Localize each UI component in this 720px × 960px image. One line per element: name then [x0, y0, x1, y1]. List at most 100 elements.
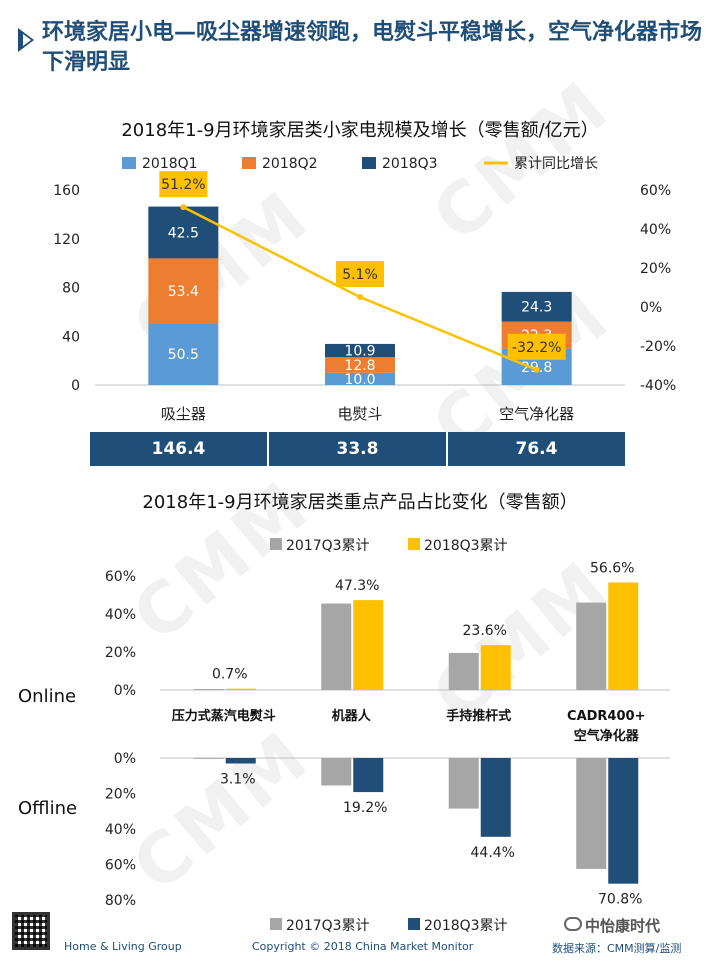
offline-value-label: 70.8%: [598, 892, 642, 908]
y-tick-label: 160: [53, 183, 80, 199]
bar-value-label: 50.5: [168, 347, 199, 363]
legend-swatch: [270, 538, 282, 550]
offline-bar: [225, 758, 256, 764]
arrow-icon: [18, 28, 34, 52]
legend-label: 2018Q2: [262, 156, 318, 172]
legend-label: 2018Q1: [142, 156, 198, 172]
bar-segment: [325, 372, 395, 385]
online-value-label: 23.6%: [463, 623, 507, 639]
offline-bar: [608, 758, 639, 884]
offline-y-tick: 0%: [114, 751, 136, 767]
offline-bar: [193, 758, 224, 759]
online-bar: [448, 652, 479, 690]
offline-value-label: 3.1%: [220, 772, 256, 788]
y2-tick-label: 40%: [640, 222, 671, 238]
y2-tick-label: 60%: [640, 183, 671, 199]
offline-y-tick: 40%: [105, 822, 136, 838]
online-y-tick: 0%: [114, 683, 136, 699]
online-bar: [480, 645, 511, 690]
totals-row: 146.4 33.8 76.4: [90, 432, 625, 466]
legend-swatch: [242, 157, 256, 169]
legend-label: 2018Q3: [382, 156, 438, 172]
bar-segment: [501, 291, 572, 322]
bar-segment: [148, 323, 219, 385]
legend-swatch: [122, 157, 136, 169]
growth-label-box: [159, 171, 208, 198]
offline-value-label: 44.4%: [471, 845, 515, 861]
growth-label: -32.2%: [512, 340, 562, 356]
x-tick-label: 电熨斗: [337, 405, 382, 423]
online-y-tick: 60%: [105, 569, 136, 585]
growth-label-box: [336, 261, 384, 288]
growth-point: [180, 204, 187, 211]
y-tick-label: 80: [62, 281, 80, 297]
brand-name: 中怡康时代: [585, 917, 661, 935]
growth-point: [357, 294, 363, 301]
online-value-label: 0.7%: [212, 667, 248, 683]
chart2-svg: 2017Q3累计 2018Q3累计 0% 20% 40% 60% Online 0.7% 压力式…: [18, 538, 670, 934]
offline-bar: [321, 758, 352, 786]
offline-y-tick: 80%: [105, 893, 136, 909]
chart2-title: 2018年1-9月环境家居类重点产品占比变化（零售额）: [142, 492, 578, 513]
legend-swatch: [408, 538, 420, 550]
bar-value-label: 10.0: [344, 372, 375, 388]
offline-bar: [576, 758, 607, 869]
x-tick-label: 手持推杆式: [446, 708, 511, 724]
bar-segment: [325, 343, 395, 358]
offline-y-tick: 60%: [105, 858, 136, 874]
y2-tick-label: 0%: [640, 300, 662, 316]
x-tick-label: 空气净化器: [499, 405, 574, 423]
x-tick-label: CADR400+: [567, 709, 645, 724]
legend-label: 累计同比增长: [514, 156, 598, 172]
x-tick-label: 空气净化器: [574, 728, 640, 744]
wechat-icon: [564, 917, 582, 931]
qr-code-icon: [12, 912, 50, 950]
legend-swatch: [270, 918, 282, 930]
online-label: Online: [18, 686, 76, 707]
bar-segment: [325, 357, 395, 373]
x-tick-label: 吸尘器: [161, 405, 206, 423]
growth-point: [533, 366, 540, 373]
legend-swatch: [408, 918, 420, 930]
online-bar: [225, 688, 256, 690]
offline-bar: [353, 758, 384, 793]
offline-y-tick: 20%: [105, 787, 136, 803]
offline-bar: [480, 758, 511, 837]
total-cell: 146.4: [90, 432, 269, 466]
online-value-label: 56.6%: [590, 560, 634, 576]
y-tick-label: 120: [53, 232, 80, 248]
x-tick-label: 机器人: [332, 708, 372, 724]
footer-group: Home & Living Group: [64, 940, 182, 953]
footer-copyright: Copyright © 2018 China Market Monitor: [252, 940, 474, 953]
online-bar: [608, 582, 639, 690]
online-bar: [353, 600, 384, 690]
bar-segment: [148, 258, 219, 324]
page-header: 环境家居小电—吸尘器增速领跑，电熨斗平稳增长，空气净化器市场下滑明显: [10, 10, 710, 84]
offline-value-label: 19.2%: [343, 800, 387, 816]
chart1-svg: 2018Q1 2018Q2 2018Q3 累计同比增长 0 40 80 120 160 -40% -…: [53, 156, 676, 423]
bar-segment: [148, 206, 219, 259]
legend-label: 2017Q3累计: [286, 538, 370, 554]
online-bar: [321, 603, 352, 690]
bar-value-label: 12.8: [344, 358, 375, 374]
chart1-title: 2018年1-9月环境家居类小家电规模及增长（零售额/亿元）: [121, 120, 599, 141]
total-cell: 76.4: [448, 432, 625, 466]
online-y-tick: 20%: [105, 645, 136, 661]
y2-tick-label: -40%: [640, 378, 676, 394]
bar-value-label: 10.9: [344, 344, 375, 360]
page-title: 环境家居小电—吸尘器增速领跑，电熨斗平稳增长，空气净化器市场下滑明显: [42, 20, 703, 75]
bar-value-label: 53.4: [168, 284, 199, 300]
growth-label-box: [507, 333, 566, 360]
online-bar: [193, 689, 224, 690]
legend-label: 2018Q3累计: [424, 538, 508, 554]
total-cell: 33.8: [269, 432, 448, 466]
bar-value-label: 24.3: [521, 300, 552, 316]
y-tick-label: 0: [71, 378, 80, 394]
growth-label: 51.2%: [161, 177, 205, 193]
online-y-tick: 40%: [105, 607, 136, 623]
legend-label: 2018Q3累计: [424, 918, 508, 934]
y2-tick-label: -20%: [640, 339, 676, 355]
growth-label: 5.1%: [342, 267, 378, 283]
online-bar: [576, 602, 607, 690]
y-tick-label: 40: [62, 329, 80, 345]
